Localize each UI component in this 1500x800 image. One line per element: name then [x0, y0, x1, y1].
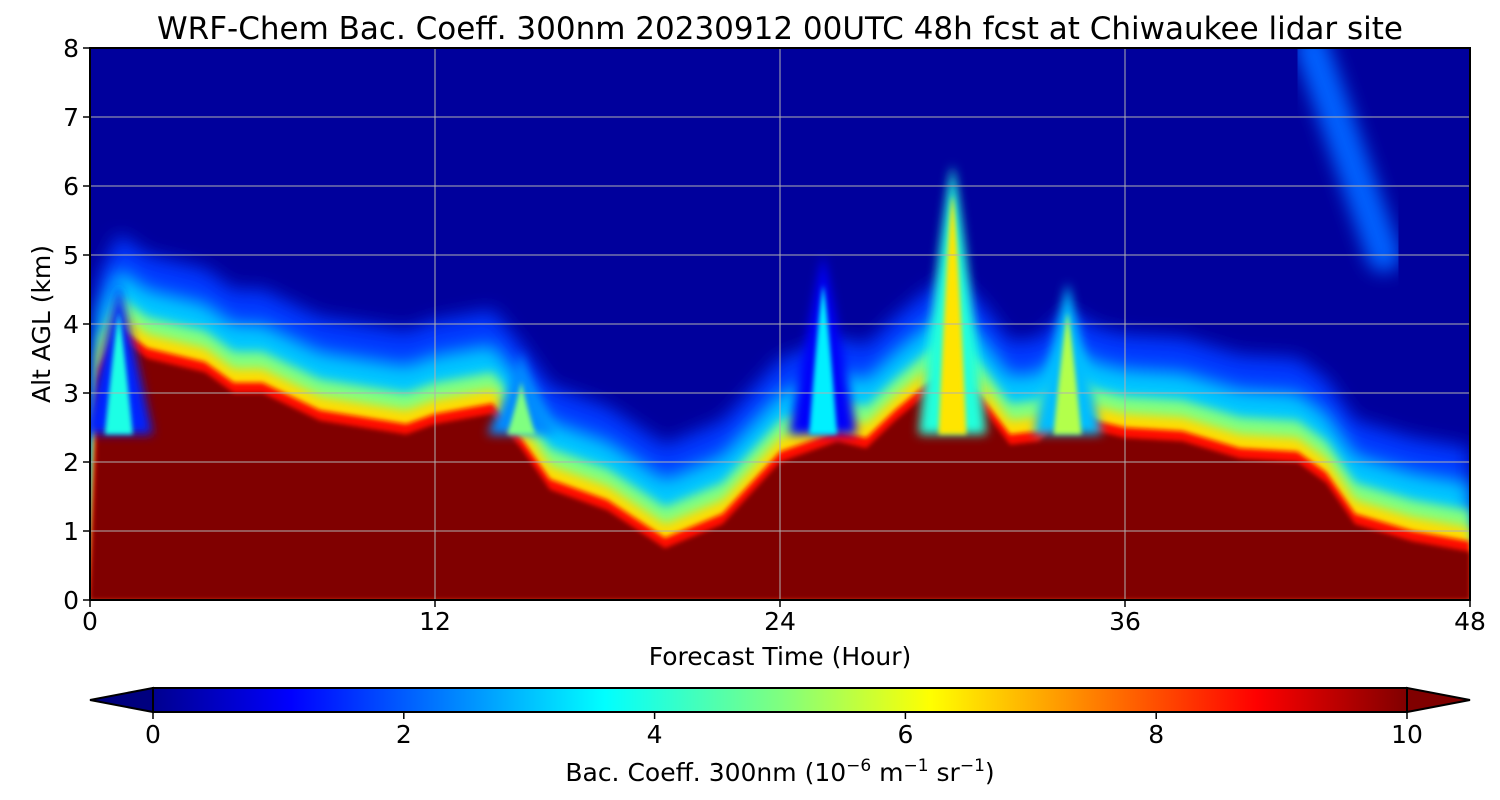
y-tick-label: 7	[63, 103, 79, 132]
colorbar-tick-label: 0	[145, 720, 161, 749]
y-tick-label: 0	[63, 586, 79, 615]
plume-spike-0	[938, 195, 967, 435]
x-tick-label: 36	[1109, 607, 1141, 636]
colorbar: 0 2 4 6 8 10 Bac. Coeff. 300nm (10−6 m−1 sr−1…	[89, 686, 1471, 787]
colorbar-tick-label: 8	[1148, 720, 1164, 749]
colorbar-extend-high	[1406, 686, 1471, 714]
x-tick-label: 24	[764, 607, 796, 636]
y-tick-label: 3	[63, 379, 79, 408]
colorbar-tick-label: 4	[647, 720, 663, 749]
x-axis-label: Forecast Time (Hour)	[649, 642, 912, 671]
colorbar-label: Bac. Coeff. 300nm (10−6 m−1 sr−1)	[565, 756, 994, 787]
plume-spike-3	[104, 312, 133, 435]
colorbar-gradient	[153, 688, 1407, 712]
colorbar-extend-low	[89, 686, 154, 714]
upper-plume	[1294, 48, 1401, 272]
plume-spike-4	[507, 381, 536, 435]
y-axis-label: Alt AGL (km)	[27, 245, 56, 403]
chart-title: WRF-Chem Bac. Coeff. 300nm 20230912 00UT…	[157, 11, 1403, 47]
colorbar-tick-label: 10	[1391, 720, 1423, 749]
x-tick-label: 12	[419, 607, 451, 636]
x-tick-label: 0	[82, 607, 98, 636]
colorbar-frame	[152, 687, 1408, 713]
x-tick-label: 48	[1454, 607, 1486, 636]
plume-spike-1	[1053, 312, 1082, 435]
plume-spike-2	[809, 285, 838, 435]
y-tick-label: 5	[63, 241, 79, 270]
y-tick-label: 6	[63, 172, 79, 201]
y-tick-label: 8	[63, 34, 79, 63]
y-tick-label: 2	[63, 448, 79, 477]
colorbar-tick-label: 2	[396, 720, 412, 749]
y-tick-label: 4	[63, 310, 79, 339]
y-tick-label: 1	[63, 517, 79, 546]
colorbar-tick-label: 6	[897, 720, 913, 749]
